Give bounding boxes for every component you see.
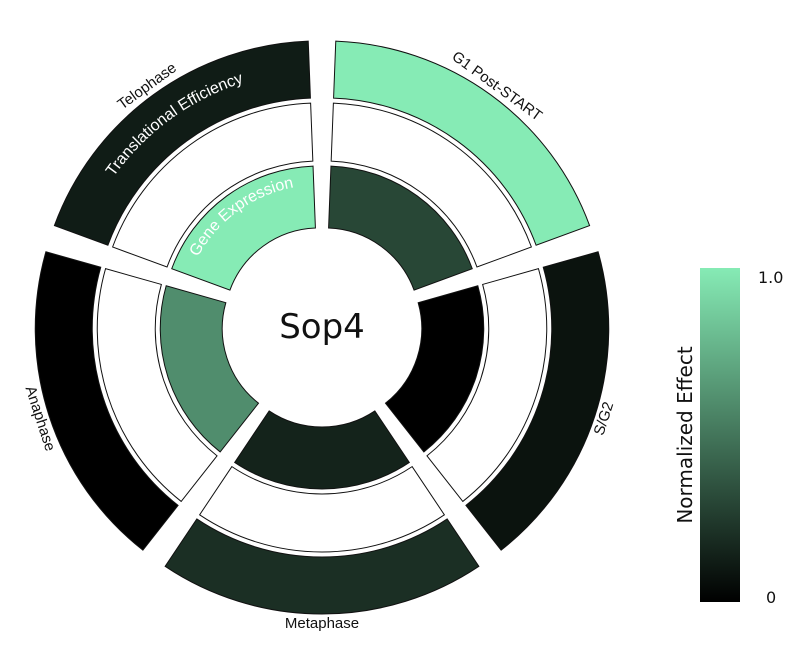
segment-ring0-phase4 bbox=[171, 165, 316, 291]
colorbar-gradient bbox=[700, 268, 740, 602]
phase-group-4 bbox=[53, 40, 316, 291]
phase-label: Metaphase bbox=[285, 615, 359, 632]
colorbar-min-label: 0 bbox=[766, 588, 776, 607]
phase-group-1 bbox=[384, 251, 610, 551]
phase-group-3 bbox=[34, 251, 260, 551]
segment-ring1-phase2 bbox=[198, 465, 446, 553]
ring-segments bbox=[34, 40, 610, 615]
segment-ring2-phase1 bbox=[465, 251, 610, 551]
segment-ring0-phase2 bbox=[233, 410, 411, 490]
segment-ring2-phase3 bbox=[34, 251, 179, 551]
phase-group-0 bbox=[328, 40, 591, 291]
segment-ring0-phase1 bbox=[384, 285, 485, 453]
phase-group-2 bbox=[164, 410, 480, 615]
colorbar-max-label: 1.0 bbox=[758, 268, 783, 287]
segment-ring1-phase3 bbox=[96, 268, 218, 503]
colorbar-title: Normalized Effect bbox=[673, 346, 697, 523]
segment-ring0-phase3 bbox=[159, 285, 260, 453]
segment-ring1-phase1 bbox=[426, 268, 548, 503]
colorbar: 1.0 0 Normalized Effect bbox=[673, 268, 783, 607]
segment-ring0-phase0 bbox=[328, 165, 473, 291]
segment-ring1-phase0 bbox=[330, 102, 533, 268]
segment-ring1-phase4 bbox=[111, 102, 314, 268]
segment-ring2-phase2 bbox=[164, 518, 480, 615]
segment-ring2-phase0 bbox=[333, 40, 591, 246]
center-label: Sop4 bbox=[279, 307, 365, 347]
segment-ring2-phase4 bbox=[53, 40, 311, 246]
